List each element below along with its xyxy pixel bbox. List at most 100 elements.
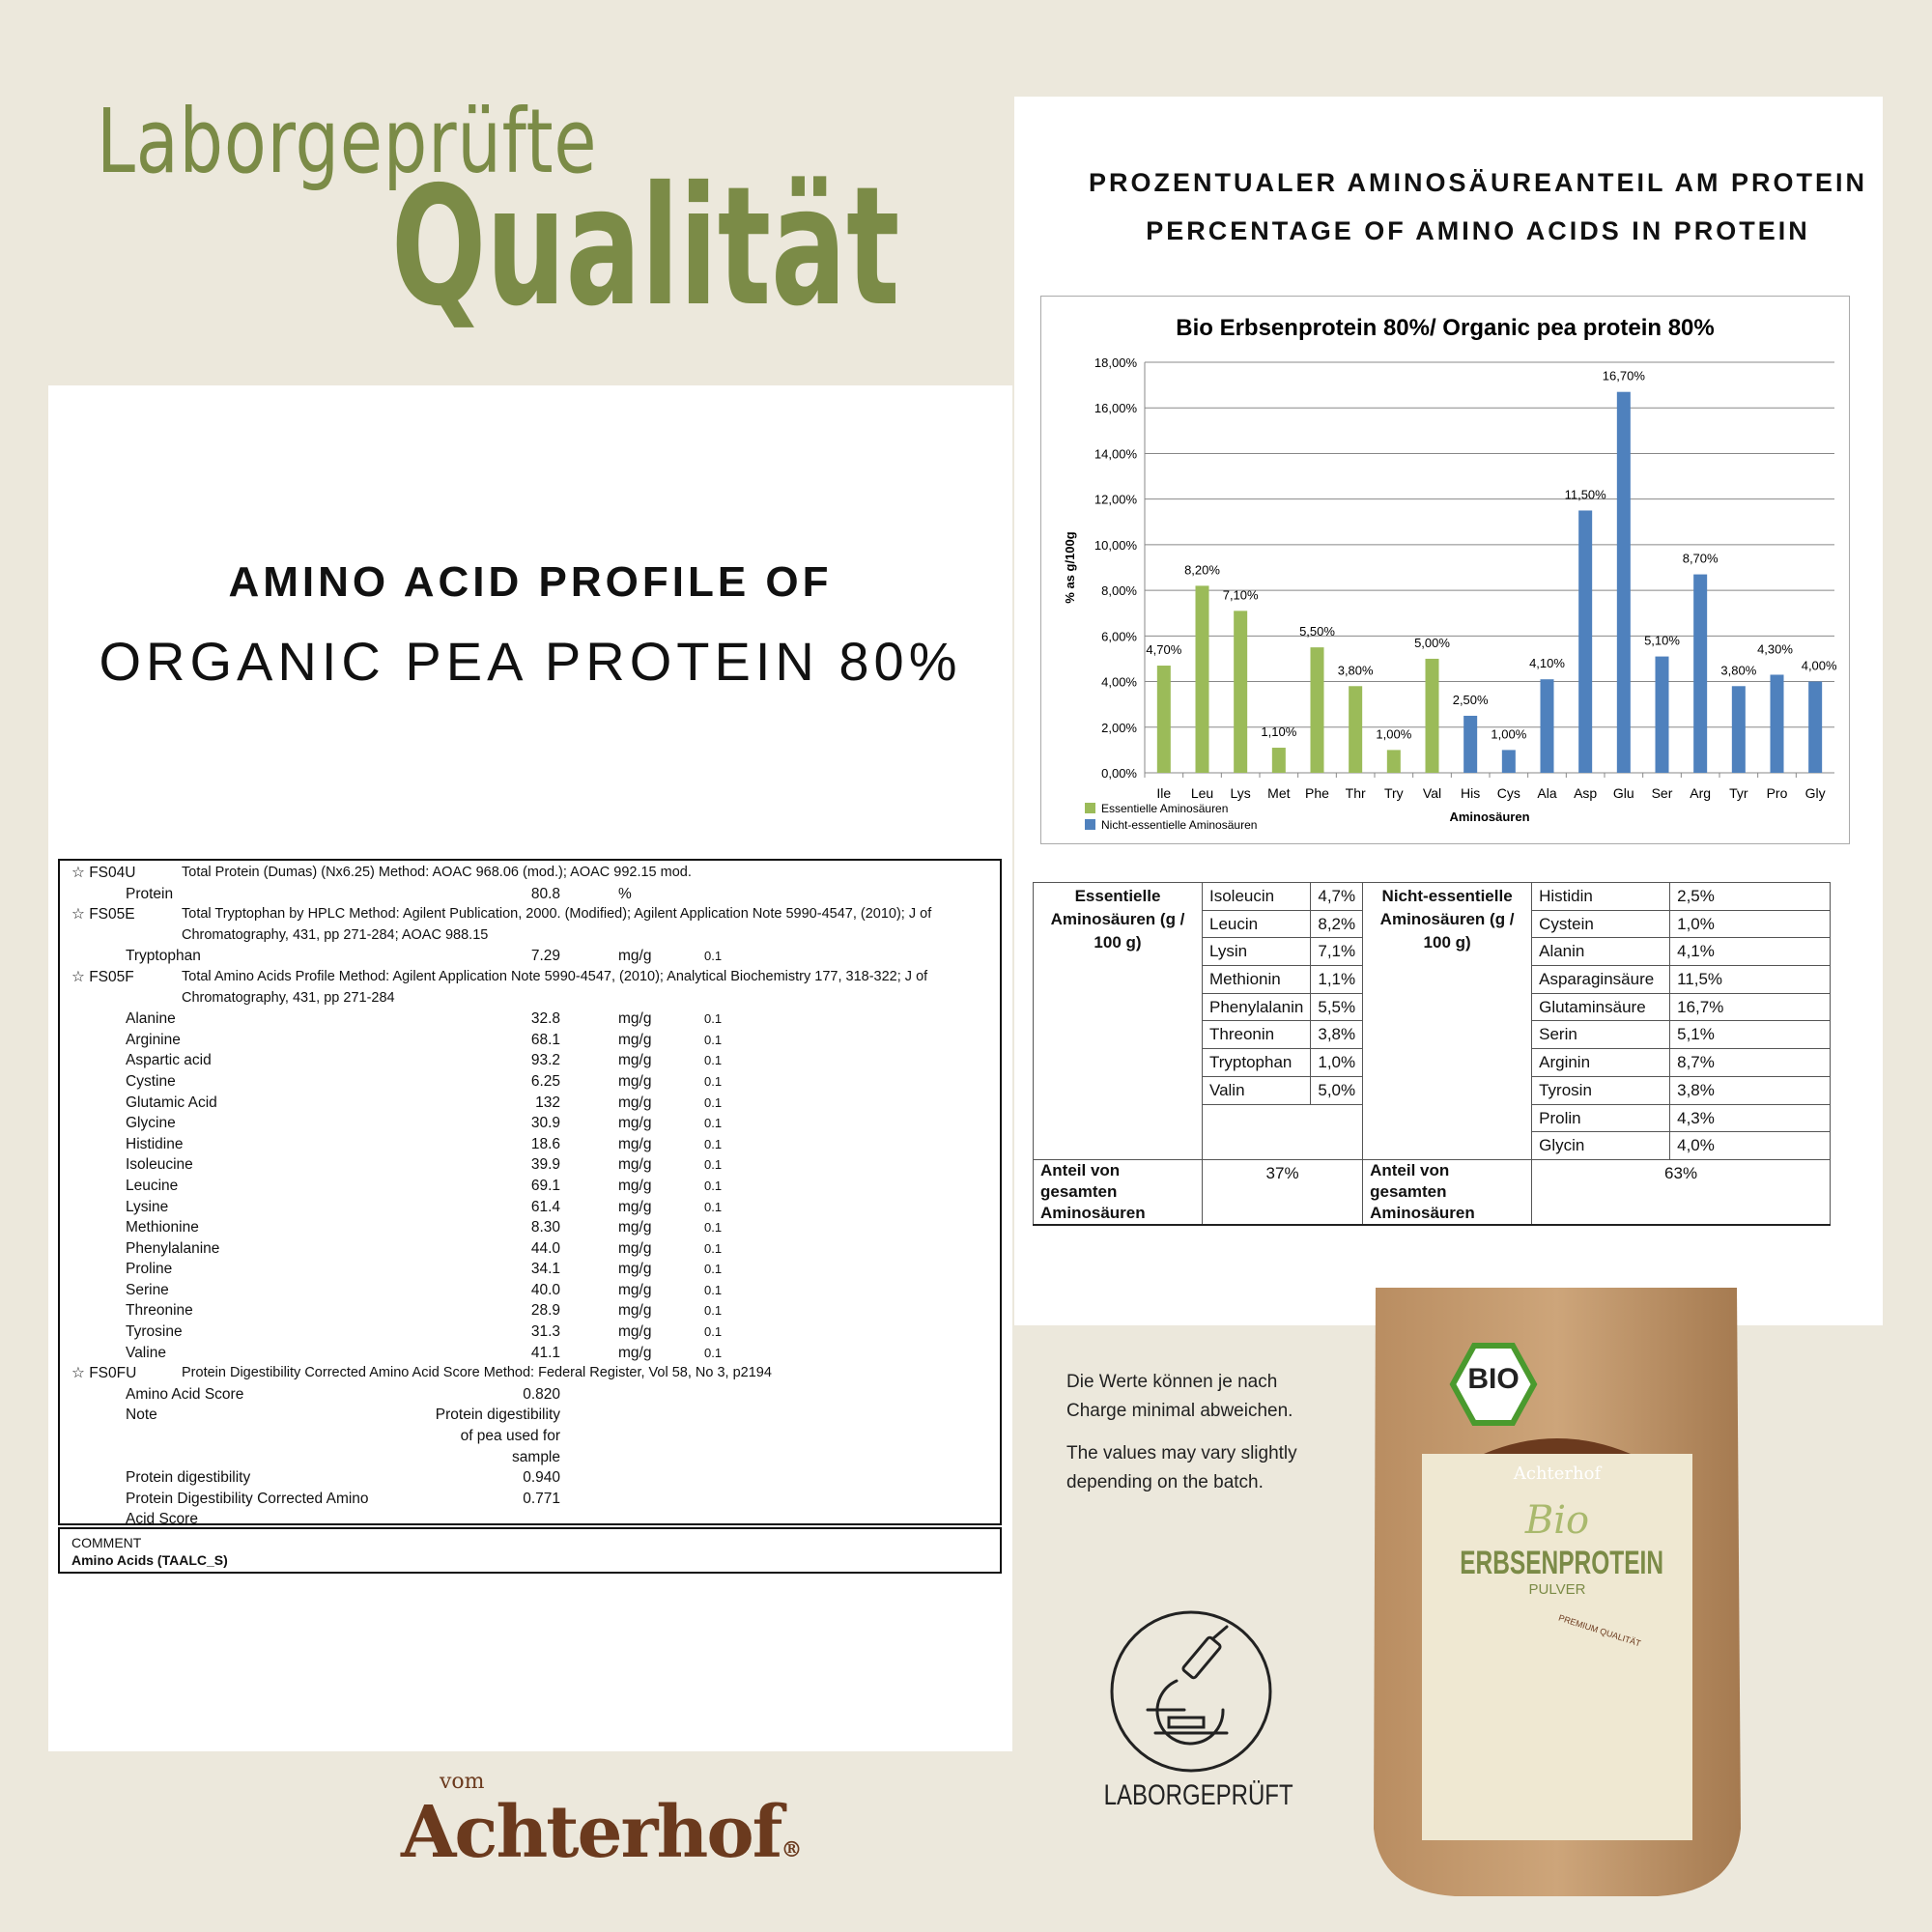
logo-reg: ® xyxy=(781,1837,803,1862)
report-name: Leucine xyxy=(126,1177,179,1194)
report-val: 30.9 xyxy=(530,1115,560,1132)
x-tick-label: Asp xyxy=(1574,785,1597,801)
essential-name: Methionin xyxy=(1201,965,1312,994)
report-val: 39.9 xyxy=(530,1156,560,1174)
note-de-1: Die Werte können je nach xyxy=(1066,1372,1278,1392)
brand-logo: vom Achterhof® xyxy=(401,1772,803,1886)
right-title-1: PROZENTUALER AMINOSÄUREANTEIL AM PROTEIN xyxy=(1088,168,1867,197)
bar-his xyxy=(1463,715,1478,773)
report-unit: mg/g xyxy=(618,1010,652,1028)
bar-phe xyxy=(1310,647,1324,773)
data-label: 8,70% xyxy=(1683,552,1719,566)
bar-lys xyxy=(1234,611,1248,773)
y-tick-label: 16,00% xyxy=(1094,401,1138,415)
data-label: 2,50% xyxy=(1453,693,1489,707)
x-tick-label: Tyr xyxy=(1729,785,1748,801)
report-name: Note xyxy=(126,1406,157,1424)
report-name: Amino Acid Score xyxy=(126,1385,244,1403)
y-axis-label: % as g/100g xyxy=(1063,531,1077,603)
report-name: Aspartic acid xyxy=(126,1052,212,1069)
essential-share: 37% xyxy=(1201,1158,1364,1226)
report-desc: Protein Digestibility Corrected Amino Ac… xyxy=(182,1365,772,1381)
note-en-1: The values may vary slightly xyxy=(1066,1443,1297,1463)
table-row: Leucin 8,2% Cystein 1,0% xyxy=(1034,909,1831,939)
report-line: Serine 40.0 mg/g 0.1 xyxy=(60,1280,1000,1301)
y-tick-label: 8,00% xyxy=(1101,583,1137,598)
comment-value: Amino Acids (TAALC_S) xyxy=(71,1552,228,1568)
report-comment: COMMENT Amino Acids (TAALC_S) xyxy=(58,1527,1002,1574)
table-row: Prolin 4,3% xyxy=(1034,1103,1831,1160)
report-val: sample xyxy=(512,1448,560,1465)
x-tick-label: Arg xyxy=(1690,785,1711,801)
report-val: 6.25 xyxy=(530,1072,560,1090)
report-unit: mg/g xyxy=(618,1344,652,1361)
pack-brand: Achterhof xyxy=(1513,1463,1602,1484)
table-footer: Anteil von gesamten Aminosäuren 37% Anteil… xyxy=(1033,1158,1831,1226)
amino-chart: Bio Erbsenprotein 80%/ Organic pea prote… xyxy=(1040,296,1850,844)
report-line: Acid Score xyxy=(60,1509,1000,1530)
x-tick-label: Val xyxy=(1423,785,1441,801)
badge-label: LABORGEPRÜFT xyxy=(1103,1779,1293,1811)
pack-sub: PULVER xyxy=(1528,1581,1586,1598)
essential-value: 1,0% xyxy=(1310,1048,1364,1077)
x-tick-label: Ala xyxy=(1537,785,1556,801)
note-de-2: Charge minimal abweichen. xyxy=(1066,1401,1293,1421)
essential-header: Essentielle Aminosäuren (g / 100 g) xyxy=(1033,882,1203,1160)
report-name: Tyrosine xyxy=(126,1323,183,1341)
essential-value: 7,1% xyxy=(1310,937,1364,967)
amino-table: Essentielle Aminosäuren (g / 100 g) Isole… xyxy=(1033,882,1831,1226)
note-de: Die Werte können je nach Charge minimal … xyxy=(1066,1368,1293,1426)
report-desc: Chromatography, 431, pp 271-284 xyxy=(182,989,395,1006)
pack-shape xyxy=(1374,1288,1741,1896)
data-label: 1,10% xyxy=(1261,724,1296,739)
report-line: Protein Digestibility Corrected Amino 0.7… xyxy=(60,1489,1000,1510)
nonessential-name: Arginin xyxy=(1531,1048,1671,1077)
report-unit: mg/g xyxy=(618,1198,652,1215)
x-tick-label: Cys xyxy=(1497,785,1520,801)
legend-swatch xyxy=(1085,819,1095,830)
data-label: 5,00% xyxy=(1414,636,1450,650)
x-tick-label: Ile xyxy=(1156,785,1171,801)
report-line: Histidine 18.6 mg/g 0.1 xyxy=(60,1134,1000,1155)
report-line: of pea used for xyxy=(60,1426,1000,1447)
essential-name: Isoleucin xyxy=(1201,882,1312,911)
data-label: 4,70% xyxy=(1146,642,1181,657)
data-label: 3,80% xyxy=(1720,663,1756,677)
nonessential-value: 2,5% xyxy=(1669,882,1831,911)
report-name: Alanine xyxy=(126,1010,176,1028)
report-lod: 0.1 xyxy=(704,1262,723,1277)
x-tick-label: Gly xyxy=(1805,785,1826,801)
pack-seal: BIO xyxy=(1467,1363,1520,1395)
nonessential-value: 3,8% xyxy=(1669,1075,1831,1105)
report-desc: Total Amino Acids Profile Method: Agilen… xyxy=(182,968,928,984)
comment-label: COMMENT xyxy=(71,1535,142,1550)
report-line: Isoleucine 39.9 mg/g 0.1 xyxy=(60,1154,1000,1176)
nonessential-value: 11,5% xyxy=(1669,965,1831,994)
report-lod: 0.1 xyxy=(704,1220,723,1236)
nonessential-value: 16,7% xyxy=(1669,992,1831,1022)
bar-pro xyxy=(1770,674,1784,773)
lab-report: ☆ FS04U Total Protein (Dumas) (Nx6.25) Me… xyxy=(58,859,1002,1527)
report-val: 61.4 xyxy=(530,1198,560,1215)
report-val: 31.3 xyxy=(530,1323,560,1341)
report-line: ☆ FS0FU Protein Digestibility Corrected A… xyxy=(60,1363,1000,1384)
report-val: 18.6 xyxy=(530,1135,560,1152)
nonessential-footer-label: Anteil von gesamten Aminosäuren xyxy=(1362,1158,1533,1226)
x-tick-label: Leu xyxy=(1191,785,1213,801)
bar-tyr xyxy=(1731,686,1746,773)
report-unit: mg/g xyxy=(618,948,652,965)
bar-ser xyxy=(1655,656,1669,773)
report-line: Phenylalanine 44.0 mg/g 0.1 xyxy=(60,1238,1000,1260)
report-lod: 0.1 xyxy=(704,1011,723,1027)
report-line: Aspartic acid 93.2 mg/g 0.1 xyxy=(60,1050,1000,1071)
report-line: Arginine 68.1 mg/g 0.1 xyxy=(60,1030,1000,1051)
table-row: Valin 5,0% Tyrosin 3,8% xyxy=(1034,1075,1831,1105)
logo-small: vom xyxy=(440,1770,485,1794)
report-unit: mg/g xyxy=(618,1177,652,1194)
report-unit: mg/g xyxy=(618,1072,652,1090)
nonessential-name: Histidin xyxy=(1531,882,1671,911)
essential-value: 5,5% xyxy=(1310,992,1364,1022)
nonessential-header: Nicht-essentielle Aminosäuren (g / 100 g… xyxy=(1362,882,1533,1160)
bar-glu xyxy=(1616,391,1631,773)
report-line: Cystine 6.25 mg/g 0.1 xyxy=(60,1071,1000,1093)
